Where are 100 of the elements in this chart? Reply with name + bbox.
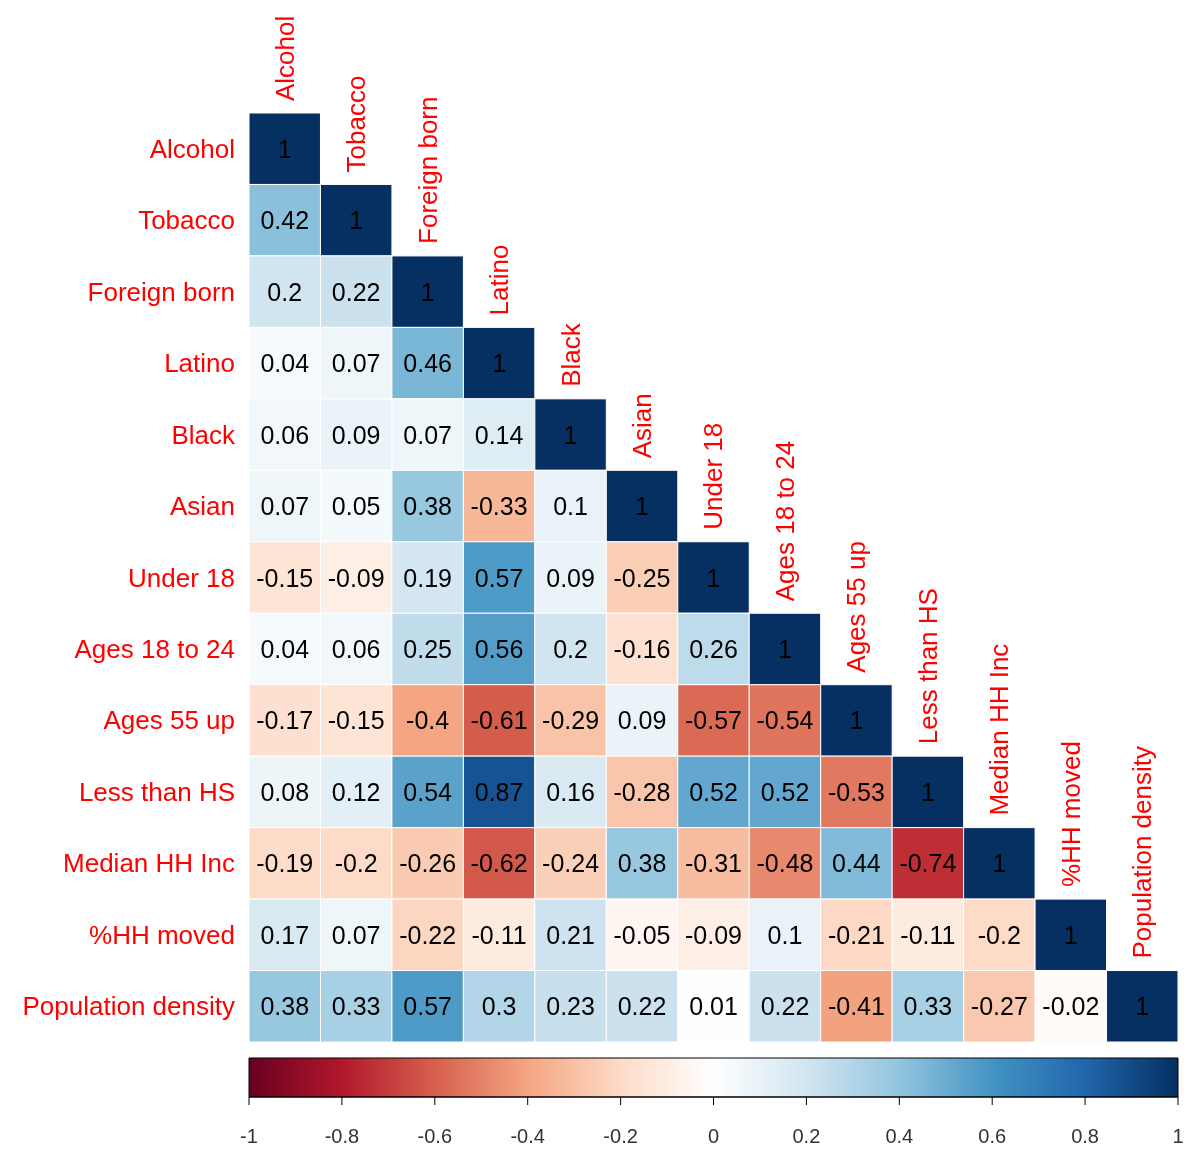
data-label: -0.53 <box>827 777 885 806</box>
data-label: 0.07 <box>331 920 381 949</box>
data-label: 1 <box>277 134 292 163</box>
x-tick-label: Ages 18 to 24 <box>769 440 800 602</box>
data-label: 1 <box>492 349 507 378</box>
data-label: 0.07 <box>331 349 381 378</box>
data-label: 0.17 <box>260 920 310 949</box>
x-tick-label: %HH moved <box>1055 741 1086 888</box>
data-label: -0.27 <box>970 992 1028 1021</box>
data-label: 0.38 <box>403 492 452 521</box>
data-label: 0.57 <box>403 992 452 1021</box>
data-label: -0.17 <box>256 706 314 735</box>
data-label: 0.1 <box>553 492 588 521</box>
data-label: 0.56 <box>474 634 524 663</box>
data-label: 0.1 <box>767 920 803 949</box>
data-label: -0.41 <box>827 992 885 1021</box>
data-label: 1 <box>563 420 578 449</box>
x-tick-label: Less than HS <box>912 588 943 745</box>
color-bar-label: 0.4 <box>885 1125 914 1148</box>
data-label: 0.06 <box>331 634 381 663</box>
data-label: 1 <box>349 206 364 235</box>
data-label: -0.54 <box>756 706 814 735</box>
data-label: -0.4 <box>406 706 450 735</box>
data-label: 0.19 <box>403 563 452 592</box>
data-label: -0.2 <box>977 920 1021 949</box>
data-label: -0.24 <box>542 849 600 878</box>
data-label: 1 <box>1063 920 1078 949</box>
data-label: -0.05 <box>613 920 671 949</box>
data-label: 0.16 <box>546 777 595 806</box>
x-tick-label: Ages 55 up <box>841 541 872 673</box>
data-label: 0.12 <box>331 777 381 806</box>
data-label: 0.04 <box>260 349 310 378</box>
y-tick-label: %HH moved <box>89 919 235 950</box>
data-label: 0.14 <box>474 420 524 449</box>
data-label: 0.26 <box>689 634 738 663</box>
color-bar-label: 0.8 <box>1071 1125 1100 1148</box>
data-label: 0.87 <box>474 777 524 806</box>
data-label: -0.19 <box>256 849 314 878</box>
data-label: 0.33 <box>331 992 381 1021</box>
data-label: 0.07 <box>403 420 452 449</box>
y-tick-label: Tobacco <box>138 205 235 236</box>
data-label: 0.52 <box>689 777 738 806</box>
color-bar-label: 0.6 <box>978 1125 1007 1148</box>
data-label: 0.09 <box>617 706 667 735</box>
data-label: 0.23 <box>546 992 595 1021</box>
data-label: -0.11 <box>900 920 956 949</box>
data-label: 1 <box>635 492 649 521</box>
data-label: 1 <box>992 849 1007 878</box>
data-label: -0.26 <box>399 849 457 878</box>
data-label: 0.22 <box>617 992 667 1021</box>
data-label: -0.2 <box>334 849 378 878</box>
data-label: 0.06 <box>260 420 310 449</box>
data-label: -0.29 <box>542 706 600 735</box>
data-label: -0.16 <box>613 634 671 663</box>
color-bar-label: -0.2 <box>603 1125 638 1148</box>
x-tick-label: Median HH Inc <box>984 643 1015 816</box>
data-label: 0.38 <box>617 849 667 878</box>
data-label: -0.09 <box>327 563 385 592</box>
data-label: 0.09 <box>546 563 595 592</box>
x-tick-label: Population density <box>1127 746 1158 959</box>
color-bar-label: 0.2 <box>792 1125 821 1148</box>
data-label: -0.28 <box>613 777 671 806</box>
data-label: 0.44 <box>832 849 881 878</box>
data-label: -0.09 <box>685 920 742 949</box>
data-label: 1 <box>920 777 935 806</box>
data-label: 0.3 <box>481 992 517 1021</box>
data-label: 0.22 <box>760 992 810 1021</box>
color-bar-label: -0.6 <box>417 1125 453 1148</box>
data-label: 0.21 <box>546 920 595 949</box>
data-label: 0.05 <box>331 492 381 521</box>
y-tick-label: Population density <box>22 991 235 1022</box>
data-label: 0.07 <box>260 492 310 521</box>
color-bar-label: -0.4 <box>510 1125 545 1148</box>
data-label: 1 <box>849 706 864 735</box>
data-label: -0.02 <box>1042 992 1100 1021</box>
data-label: 0.57 <box>474 563 524 592</box>
y-tick-label: Foreign born <box>87 276 235 307</box>
data-label: 0.42 <box>260 206 310 235</box>
data-label: -0.74 <box>899 849 957 878</box>
data-label: 0.25 <box>403 634 452 663</box>
data-label: 1 <box>420 277 435 306</box>
y-tick-label: Less than HS <box>78 776 235 807</box>
data-label: 0.52 <box>760 777 810 806</box>
data-label: 1 <box>778 634 792 663</box>
data-label: 0.04 <box>260 634 310 663</box>
y-tick-label: Alcohol <box>149 133 235 164</box>
data-label: 0.54 <box>403 777 453 806</box>
data-label: 0.08 <box>260 777 310 806</box>
data-label: -0.33 <box>470 492 528 521</box>
color-bar-label: -0.8 <box>324 1125 360 1148</box>
color-bar-label: 0 <box>707 1125 720 1148</box>
data-label: -0.21 <box>827 920 885 949</box>
data-label: -0.62 <box>470 849 528 878</box>
data-label: -0.22 <box>399 920 457 949</box>
x-tick-label: Foreign born <box>412 96 443 244</box>
data-label: -0.48 <box>756 849 814 878</box>
y-tick-label: Latino <box>164 348 235 379</box>
data-label: -0.15 <box>256 563 314 592</box>
data-label: 0.2 <box>553 634 588 663</box>
data-label: -0.57 <box>685 706 742 735</box>
